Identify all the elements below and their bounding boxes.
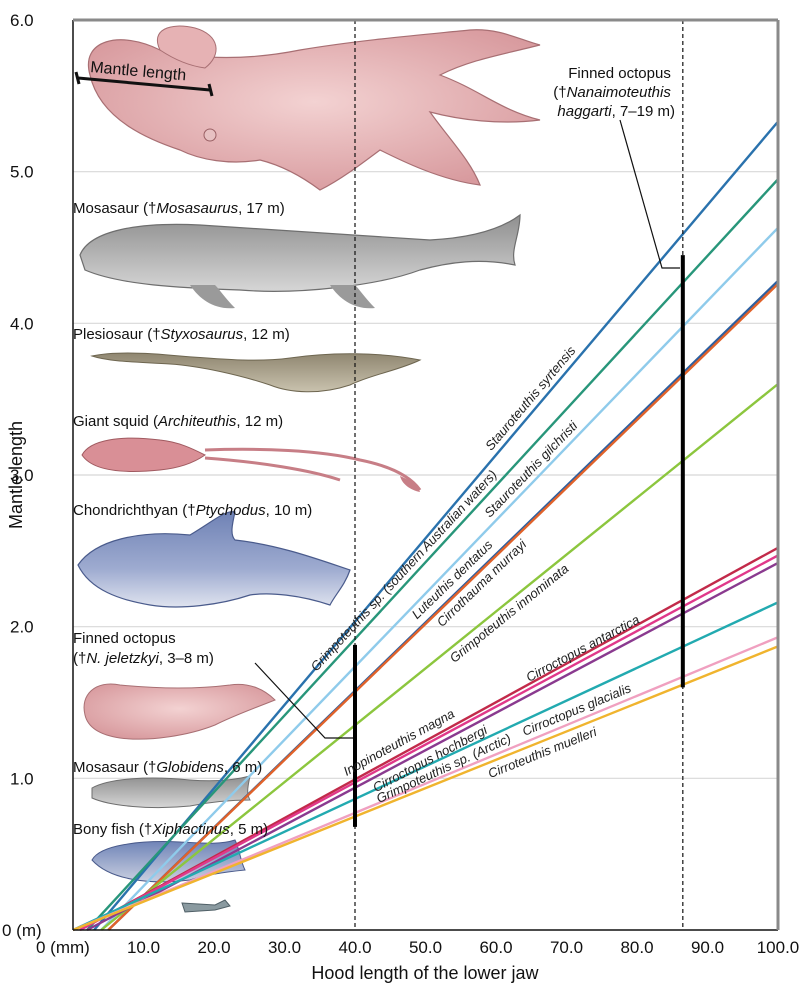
caption-xiphactinus: Bony fish (†Xiphactinus, 5 m) [73,821,268,838]
y-tick-label: 6.0 [10,11,34,30]
caption-text: Bony fish († [73,821,152,838]
y-tick-label: 0 (m) [2,921,42,940]
y-tick-label: 4.0 [10,314,34,333]
caption-genus: N. jeletzkyi [86,650,159,667]
caption-ptychodus: Chondrichthyan (†Ptychodus, 10 m) [73,502,312,519]
leader-lines [254,119,680,739]
caption-text: , 6 m) [224,759,262,776]
series-line [72,645,779,932]
x-tick-label: 70.0 [550,938,583,957]
caption-genus: Xiphactinus [151,821,230,838]
caption-text: († [73,650,86,667]
caption-line: (†N. jeletzkyi, 3–8 m) [73,650,214,667]
diver-illustration [181,899,231,913]
caption-line: Finned octopus [568,65,671,82]
caption-genus: Nanaimoteuthis [567,84,672,101]
tick-labels: 0 (mm) 10.0 20.0 30.0 40.0 50.0 60.0 70.0 80.0 90… [2,11,799,957]
y-tick-label: 2.0 [10,618,34,637]
animal-captions: Finned octopus (†Nanaimoteuthis haggarti… [73,65,675,838]
caption-text: , 5 m) [230,821,268,838]
caption-text: Mosasaur († [73,200,156,217]
x-tick-label: 60.0 [479,938,512,957]
x-tick-label: 90.0 [691,938,724,957]
caption-text: , 3–8 m) [159,650,214,667]
globidens-illustration [91,775,251,809]
series-line [72,636,779,932]
series-line [100,383,779,931]
y-tick-label: 1.0 [10,769,34,788]
x-axis-title: Hood length of the lower jaw [311,963,539,983]
y-tick-label: 5.0 [10,163,34,182]
caption-text: , 17 m) [238,200,285,217]
caption-genus: Styxosaurus [161,326,244,343]
caption-text: Mosasaur († [73,759,156,776]
y-axis-title: Mantle length [6,421,26,529]
caption-text: , 7–19 m) [612,103,675,120]
x-tick-label: 80.0 [620,938,653,957]
caption-text: , 12 m) [236,413,283,430]
series-lines [72,120,779,932]
finned-octopus-large-illustration [87,25,541,191]
y-tick-label: 3.0 [10,466,34,485]
caption-text: Giant squid ( [73,413,158,430]
caption-nanaimoteuthis-jeletzkyi: Finned octopus (†N. jeletzkyi, 3–8 m) [73,630,214,667]
caption-mosasaurus: Mosasaur (†Mosasaurus, 17 m) [73,200,285,217]
nanaimoteuthis-jeletzkyi-illustration [83,683,276,740]
caption-species: haggarti [557,103,612,120]
caption-nanaimoteuthis-haggarti: Finned octopus (†Nanaimoteuthis haggarti… [553,65,675,120]
series-line [72,601,779,932]
caption-globidens: Mosasaur (†Globidens, 6 m) [73,759,262,776]
styxosaurus-illustration [90,352,422,393]
reference-lines [353,20,685,930]
x-tick-label: 20.0 [197,938,230,957]
caption-line: haggarti, 7–19 m) [557,103,675,120]
caption-text: Plesiosaur († [73,326,161,343]
caption-text: († [553,84,566,101]
caption-architeuthis: Giant squid (Architeuthis, 12 m) [73,413,283,430]
mosasaurus-illustration [79,213,521,309]
x-tick-label: 100.0 [757,938,800,957]
x-tick-label: 30.0 [268,938,301,957]
caption-genus: Mosasaurus [156,200,238,217]
x-tick-label: 50.0 [409,938,442,957]
caption-text: , 12 m) [243,326,290,343]
series-line [107,283,779,931]
x-tick-label: 10.0 [127,938,160,957]
caption-line: (†Nanaimoteuthis [553,84,671,101]
caption-text: Chondrichthyan († [73,502,196,519]
x-tick-label: 40.0 [338,938,371,957]
caption-line: Finned octopus [73,630,176,647]
animal-illustrations [77,25,541,913]
caption-text: , 10 m) [266,502,313,519]
caption-styxosaurus: Plesiosaur (†Styxosaurus, 12 m) [73,326,290,343]
caption-genus: Architeuthis [157,413,237,430]
x-tick-label: 0 (mm) [36,938,90,957]
architeuthis-illustration [81,437,422,492]
caption-genus: Ptychodus [196,502,267,519]
axes-frame [72,18,780,931]
series-line [86,178,779,931]
series-line [79,554,779,932]
ptychodus-illustration [77,511,351,608]
caption-genus: Globidens [156,759,224,776]
series-line [93,120,779,931]
series-line [100,226,779,931]
